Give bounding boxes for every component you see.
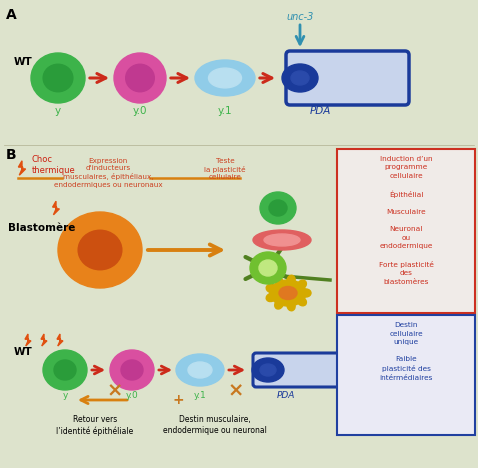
Ellipse shape xyxy=(301,289,311,297)
Text: y: y xyxy=(62,392,68,401)
Text: A: A xyxy=(6,8,17,22)
FancyBboxPatch shape xyxy=(337,315,475,435)
Ellipse shape xyxy=(260,192,296,224)
Ellipse shape xyxy=(250,252,286,284)
Ellipse shape xyxy=(252,358,284,382)
Ellipse shape xyxy=(176,354,224,386)
Ellipse shape xyxy=(58,212,142,288)
Text: PDA: PDA xyxy=(309,106,331,116)
Text: B: B xyxy=(6,148,17,162)
Ellipse shape xyxy=(43,64,73,92)
Ellipse shape xyxy=(264,234,300,246)
Ellipse shape xyxy=(266,293,276,301)
Ellipse shape xyxy=(287,301,295,311)
Ellipse shape xyxy=(126,64,154,92)
Ellipse shape xyxy=(208,68,241,88)
Text: y: y xyxy=(55,106,61,116)
FancyBboxPatch shape xyxy=(253,353,363,387)
Text: Expression
d'inducteurs
musculaires, épithéliaux,
endodermiques ou neuronaux: Expression d'inducteurs musculaires, épi… xyxy=(54,158,163,188)
Text: Induction d’un
programme
cellulaire

Épithélial

Musculaire

Neuronal
ou
endoder: Induction d’un programme cellulaire Épit… xyxy=(379,156,434,285)
Text: Teste
la plasticité
cellulaire: Teste la plasticité cellulaire xyxy=(204,158,246,180)
Ellipse shape xyxy=(78,230,122,270)
Polygon shape xyxy=(57,334,63,346)
Polygon shape xyxy=(53,201,59,215)
Text: y.1: y.1 xyxy=(217,106,232,116)
Ellipse shape xyxy=(291,71,309,85)
FancyBboxPatch shape xyxy=(286,51,409,105)
Text: Retour vers
l’identité épithéliale: Retour vers l’identité épithéliale xyxy=(56,415,134,436)
Text: WT: WT xyxy=(14,57,33,67)
Text: WT: WT xyxy=(14,347,33,357)
Polygon shape xyxy=(18,161,26,175)
Ellipse shape xyxy=(253,230,311,250)
Polygon shape xyxy=(25,334,31,346)
FancyBboxPatch shape xyxy=(337,149,475,313)
Ellipse shape xyxy=(287,275,295,285)
Ellipse shape xyxy=(266,285,276,292)
Ellipse shape xyxy=(110,350,154,390)
Text: PDA: PDA xyxy=(277,392,295,401)
Ellipse shape xyxy=(282,64,318,92)
Ellipse shape xyxy=(275,300,283,309)
Text: unc-3: unc-3 xyxy=(286,12,314,22)
Text: ×: × xyxy=(107,381,123,401)
Text: +: + xyxy=(172,393,184,407)
Ellipse shape xyxy=(259,260,277,276)
Ellipse shape xyxy=(195,60,255,96)
Ellipse shape xyxy=(269,200,287,216)
Ellipse shape xyxy=(297,280,306,289)
Text: y.1: y.1 xyxy=(194,392,206,401)
Text: y.0: y.0 xyxy=(126,392,138,401)
Text: Blastomère: Blastomère xyxy=(8,223,76,233)
Text: Destin
cellulaire
unique

Faible
plasticité des
intérmédiaires: Destin cellulaire unique Faible plastici… xyxy=(380,322,433,380)
Text: Choc
thermique: Choc thermique xyxy=(32,155,76,175)
Ellipse shape xyxy=(54,360,76,380)
Ellipse shape xyxy=(275,277,283,286)
Ellipse shape xyxy=(121,360,143,380)
Ellipse shape xyxy=(279,286,297,300)
Ellipse shape xyxy=(43,350,87,390)
Polygon shape xyxy=(41,334,47,346)
Text: Destin musculaire,
endodermique ou neuronal: Destin musculaire, endodermique ou neuro… xyxy=(163,415,267,435)
Ellipse shape xyxy=(260,364,276,376)
Text: ×: × xyxy=(228,381,244,401)
Ellipse shape xyxy=(31,53,85,103)
Ellipse shape xyxy=(114,53,166,103)
Text: y.0: y.0 xyxy=(133,106,147,116)
Ellipse shape xyxy=(270,280,306,306)
Ellipse shape xyxy=(188,362,212,378)
Ellipse shape xyxy=(297,297,306,306)
